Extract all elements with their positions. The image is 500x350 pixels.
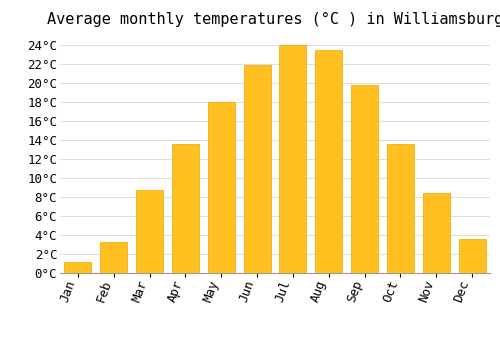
Bar [100, 241, 127, 273]
Bar [244, 64, 270, 273]
Bar [316, 50, 342, 273]
Bar [208, 102, 234, 273]
Bar [423, 193, 450, 273]
Bar [172, 145, 199, 273]
Bar [351, 84, 378, 273]
Bar [136, 190, 163, 273]
Bar [64, 261, 92, 273]
Bar [387, 145, 414, 273]
Bar [280, 46, 306, 273]
Bar [458, 239, 485, 273]
Title: Average monthly temperatures (°C ) in Williamsburg: Average monthly temperatures (°C ) in Wi… [47, 12, 500, 27]
